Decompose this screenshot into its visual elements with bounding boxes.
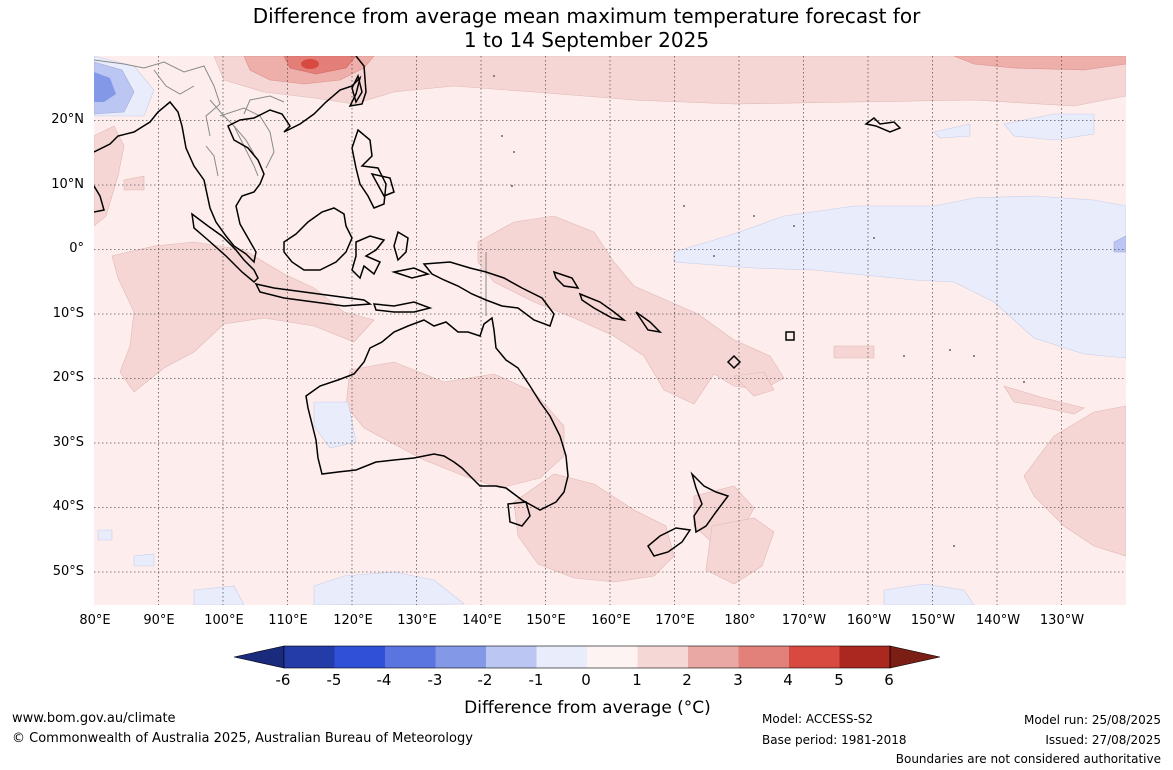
lat-label-0: 0° [69,241,84,256]
colorbar-outline [283,645,891,669]
colorbar-segment [334,646,385,668]
lon-label-110e: 110°E [268,613,308,628]
lat-label-20n: 20°N [51,112,84,127]
colorbar-segment [385,646,436,668]
lon-label-140e: 140°E [462,613,502,628]
lon-label-180: 180° [724,613,756,628]
lon-label-160w: 160°W [846,613,892,628]
colorbar-segment [536,646,587,668]
title-line-1: Difference from average mean maximum tem… [252,4,921,28]
colorbar-tick: 1 [632,671,642,689]
model-run-text: Model run: 25/08/2025 [1023,713,1161,727]
gridlines [94,56,1126,605]
colorbar-segment [688,646,739,668]
copyright-text: © Commonwealth of Australia 2025, Austra… [12,731,473,746]
colorbar-tick: -1 [528,671,544,689]
lat-label-20s: 20°S [52,370,84,385]
anomaly-4-to-5-region [301,59,319,69]
colorbar-tick: -3 [427,671,443,689]
lon-label-90e: 90°E [143,613,175,628]
lon-label-150w: 150°W [910,613,956,628]
map-canvas [94,56,1126,605]
anomaly-3-to-4-region [283,56,357,75]
lon-label-140w: 140°W [975,613,1021,628]
colorbar-tick: 2 [682,671,692,689]
colorbar-tick: -6 [275,671,291,689]
small-islands [493,75,1025,547]
colorbar-tick: 5 [834,671,844,689]
lon-label-100e: 100°E [204,613,244,628]
lon-label-130e: 130°E [397,613,437,628]
colorbar-segment [587,646,638,668]
map-title: Difference from average mean maximum tem… [0,4,1173,52]
colorbar-under-arrow [233,645,285,669]
colorbar-segment [486,646,537,668]
lon-label-170w: 170°W [781,613,827,628]
forecast-map [94,56,1126,605]
lat-label-10n: 10°N [51,177,84,192]
title-line-2: 1 to 14 September 2025 [463,28,710,52]
lon-label-130w: 130°W [1039,613,1085,628]
colorbar-tick: 0 [581,671,591,689]
coastlines [94,56,902,557]
colorbar [233,645,941,669]
colorbar-segment [789,646,840,668]
lon-label-80e: 80°E [79,613,111,628]
lat-label-10s: 10°S [52,306,84,321]
colorbar-tick: -5 [326,671,342,689]
colorbar-tick: 3 [733,671,743,689]
colorbar-segment [738,646,789,668]
base-period-text: Base period: 1981-2018 [762,733,907,747]
anomaly-1-to-2-regions [94,56,1126,585]
lon-label-120e: 120°E [333,613,373,628]
disclaimer-text: Boundaries are not considered authoritat… [895,752,1161,766]
colorbar-segment [637,646,688,668]
colorbar-segment [839,646,890,668]
lat-label-50s: 50°S [52,564,84,579]
colorbar-segment [284,646,335,668]
colorbar-title: Difference from average (°C) [464,698,711,718]
lat-label-30s: 30°S [52,435,84,450]
colorbar-tick: 4 [783,671,793,689]
colorbar-over-arrow [889,645,941,669]
colorbar-segment [435,646,486,668]
colorbar-tick: -2 [477,671,493,689]
lat-label-40s: 40°S [52,499,84,514]
model-text: Model: ACCESS-S2 [762,712,874,726]
colorbar-tick: 6 [884,671,894,689]
website-text: www.bom.gov.au/climate [12,711,176,726]
lon-label-150e: 150°E [526,613,566,628]
issued-text: Issued: 27/08/2025 [1045,733,1161,747]
colorbar-tick: -4 [376,671,392,689]
country-borders [94,59,487,316]
lon-label-160e: 160°E [591,613,631,628]
lon-label-170e: 170°E [655,613,695,628]
anomaly-minus-3-to-minus-2-region [94,72,116,102]
